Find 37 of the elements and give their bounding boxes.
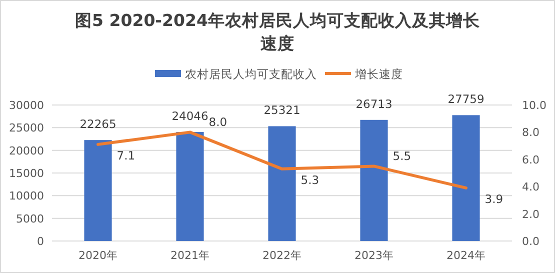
legend-label: 农村居民人均可支配收入 bbox=[185, 67, 317, 81]
legend-label: 增长速度 bbox=[354, 67, 403, 81]
y-tick-label: 5000 bbox=[16, 212, 44, 226]
x-tick-label: 2024年 bbox=[446, 249, 486, 262]
x-tick-label: 2022年 bbox=[262, 249, 302, 262]
y2-tick-label: 4.0 bbox=[522, 180, 540, 194]
data-label: 7.1 bbox=[116, 148, 136, 162]
data-label: 24046 bbox=[172, 108, 208, 123]
y-tick-label: 10000 bbox=[9, 190, 44, 203]
line-series bbox=[96, 130, 468, 190]
data-label: 5.5 bbox=[392, 149, 412, 164]
bar bbox=[360, 120, 388, 241]
x-tick-label: 2020年 bbox=[78, 249, 118, 262]
data-label: 22265 bbox=[80, 117, 116, 132]
data-label: 5.3 bbox=[300, 172, 320, 187]
y-tick-label: 20000 bbox=[9, 144, 44, 158]
data-label: 25321 bbox=[264, 103, 300, 118]
y-tick-label: 15000 bbox=[9, 167, 44, 180]
data-label: 27759 bbox=[448, 92, 484, 106]
y2-tick-label: 10.0 bbox=[522, 99, 546, 112]
data-label: 8.0 bbox=[208, 115, 228, 130]
bar bbox=[268, 126, 296, 241]
data-label: 26713 bbox=[356, 96, 392, 111]
y2-tick-label: 6.0 bbox=[522, 153, 540, 166]
x-tick-label: 2023年 bbox=[354, 249, 394, 262]
y2-tick-label: 2.0 bbox=[522, 208, 540, 221]
y2-tick-label: 8.0 bbox=[522, 126, 540, 140]
bar bbox=[176, 132, 204, 241]
y-tick-label: 0 bbox=[37, 235, 44, 248]
y2-tick-label: 0.0 bbox=[522, 235, 540, 248]
title: 图5 2020-2024年农村居民人均可支配收入及其增长速度 bbox=[75, 11, 480, 53]
x-tick-label: 2021年 bbox=[170, 249, 210, 262]
y-tick-label: 30000 bbox=[9, 99, 44, 112]
data-label: 3.9 bbox=[484, 192, 504, 206]
bar bbox=[84, 140, 112, 241]
y-tick-label: 25000 bbox=[9, 122, 44, 135]
bar bbox=[452, 115, 480, 241]
